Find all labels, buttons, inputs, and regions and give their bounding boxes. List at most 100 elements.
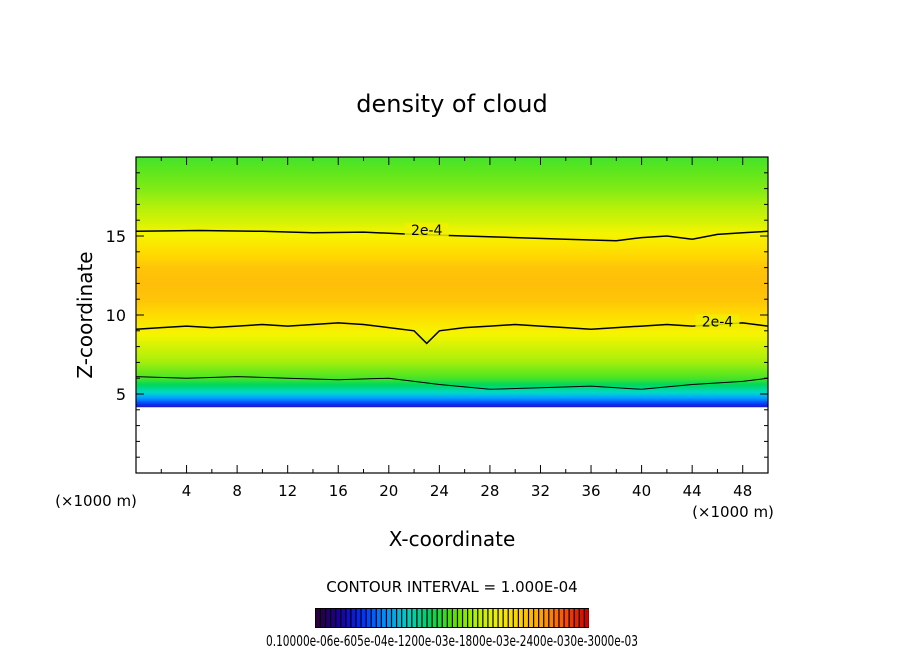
density-band xyxy=(136,248,768,251)
density-band xyxy=(136,291,768,294)
density-band xyxy=(136,343,768,346)
density-band xyxy=(136,378,768,381)
density-band xyxy=(136,267,768,270)
density-band xyxy=(136,363,768,367)
x-tick-label: 44 xyxy=(683,482,702,500)
x-tick-label: 20 xyxy=(379,482,398,500)
density-band xyxy=(136,183,768,187)
density-band xyxy=(136,394,768,397)
colorbar-swatch xyxy=(341,609,346,627)
density-band xyxy=(136,164,768,168)
density-band xyxy=(136,273,768,277)
density-band xyxy=(136,371,768,375)
colorbar-swatch xyxy=(524,609,528,627)
x-tick-label: 40 xyxy=(632,482,651,500)
density-band xyxy=(136,338,768,341)
density-band xyxy=(136,398,768,401)
density-field xyxy=(136,157,768,408)
colorbar-swatch xyxy=(503,609,508,627)
density-band xyxy=(136,375,768,378)
density-band xyxy=(136,341,768,345)
density-band xyxy=(136,357,768,360)
colorbar-labels: 0.10000e-06e-605e-04e-1200e-03e-1800e-03… xyxy=(266,632,638,650)
x-unit-left: (×1000 m) xyxy=(55,492,137,510)
x-tick-label: 16 xyxy=(329,482,348,500)
density-band xyxy=(136,362,768,365)
x-tick-label: 32 xyxy=(531,482,550,500)
colorbar-swatch xyxy=(579,609,584,627)
density-band xyxy=(136,297,768,300)
density-band xyxy=(136,321,768,324)
density-band xyxy=(136,256,768,259)
colorbar-swatch xyxy=(513,609,518,627)
density-band xyxy=(136,266,768,269)
chart-title: density of cloud xyxy=(356,90,547,118)
density-band xyxy=(136,193,768,196)
density-band xyxy=(136,367,768,370)
x-tick-label: 36 xyxy=(581,482,600,500)
plot-area xyxy=(135,156,769,474)
density-band xyxy=(136,275,768,278)
density-band xyxy=(136,346,768,349)
density-band xyxy=(136,278,768,281)
density-band xyxy=(136,264,768,267)
density-band xyxy=(136,224,768,228)
density-band xyxy=(136,349,768,352)
density-band xyxy=(136,389,768,392)
contour-line xyxy=(135,229,769,242)
density-band xyxy=(136,397,768,400)
density-band xyxy=(136,190,768,193)
density-band xyxy=(136,160,768,163)
density-band xyxy=(136,210,768,213)
colorbar-swatch xyxy=(453,609,457,627)
colorbar-swatch xyxy=(473,609,478,627)
density-band xyxy=(136,310,768,313)
density-band xyxy=(136,239,768,242)
density-band xyxy=(136,313,768,316)
colorbar-swatch xyxy=(356,609,361,627)
density-band xyxy=(136,400,768,403)
density-band xyxy=(136,163,768,166)
density-band xyxy=(136,387,768,390)
density-band xyxy=(136,242,768,245)
density-band xyxy=(136,277,768,280)
density-band xyxy=(136,354,768,357)
density-band xyxy=(136,376,768,379)
density-band xyxy=(136,204,768,207)
density-band xyxy=(136,318,768,321)
density-band xyxy=(136,215,768,218)
density-band xyxy=(136,232,768,236)
density-band xyxy=(136,370,768,373)
density-band xyxy=(136,303,768,307)
x-tick-label: 28 xyxy=(480,482,499,500)
density-band xyxy=(136,329,768,332)
density-band xyxy=(136,223,768,226)
colorbar-swatch xyxy=(498,609,503,627)
density-band xyxy=(136,250,768,253)
density-band xyxy=(136,322,768,326)
density-band xyxy=(136,326,768,329)
density-band xyxy=(136,390,768,394)
density-band xyxy=(136,324,768,327)
colorbar-swatch xyxy=(488,609,493,627)
colorbar-swatch xyxy=(381,609,386,627)
density-band xyxy=(136,368,768,371)
x-unit-right: (×1000 m) xyxy=(692,503,774,521)
density-band xyxy=(136,365,768,368)
density-band xyxy=(136,166,768,169)
density-band xyxy=(136,382,768,386)
colorbar-swatch xyxy=(422,609,427,627)
density-band xyxy=(136,360,768,363)
colorbar-swatch xyxy=(478,609,483,627)
density-band xyxy=(136,270,768,273)
density-band xyxy=(136,202,768,205)
density-band xyxy=(136,182,768,185)
density-band xyxy=(136,158,768,161)
density-band xyxy=(136,179,768,182)
colorbar-swatch xyxy=(508,609,513,627)
y-axis-label: Z-coordinate xyxy=(73,251,97,378)
colorbar-swatch xyxy=(331,609,336,627)
colorbar-swatch xyxy=(351,609,356,627)
density-band xyxy=(136,335,768,338)
colorbar-swatch xyxy=(336,609,341,627)
